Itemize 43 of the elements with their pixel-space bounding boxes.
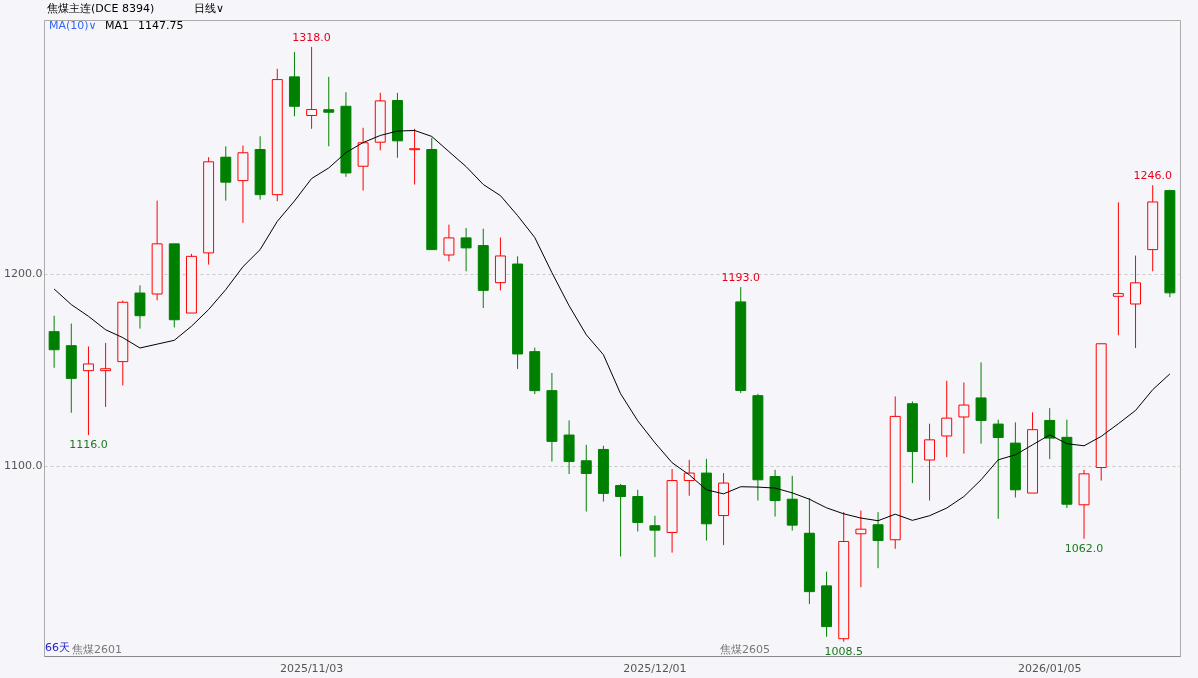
- y-tick-label: 1100.0: [4, 459, 43, 473]
- candlestick: [958, 381, 970, 455]
- candlestick: [975, 361, 987, 445]
- candlestick: [443, 224, 455, 262]
- annotation: 1318.0: [292, 30, 331, 44]
- candlestick: [580, 444, 592, 513]
- annotation: 1062.0: [1064, 541, 1104, 555]
- annotation: 1147.75: [138, 19, 184, 32]
- annotation: 1193.0: [721, 271, 760, 285]
- annotation: 1008.5: [824, 644, 863, 658]
- candlestick: [924, 423, 936, 502]
- candlestick: [941, 380, 953, 458]
- candlestick: [134, 284, 146, 330]
- candlestick: [615, 483, 627, 557]
- candlestick: [460, 227, 472, 272]
- candlestick: [100, 342, 112, 408]
- candlestick: [992, 419, 1004, 520]
- chart-title: 焦煤主连(DCE 8394): [47, 2, 155, 15]
- y-tick-label: 1200.0: [4, 267, 43, 281]
- line-series: [53, 129, 1171, 522]
- candlestick: [872, 511, 884, 569]
- x-tick-label: 2026/01/05: [1018, 661, 1082, 675]
- candlestick: [855, 510, 867, 588]
- annotation: 1116.0: [69, 438, 108, 452]
- text: 日线∨: [194, 2, 225, 15]
- annotation: 66天: [45, 641, 70, 654]
- candlestick: [409, 128, 421, 185]
- candlestick: [82, 345, 94, 436]
- x-tick-label: 2025/11/03: [279, 661, 344, 675]
- candlestick: [357, 127, 369, 192]
- annotation: MA(10)∨: [49, 19, 97, 32]
- candlestick: [323, 76, 335, 147]
- annotation: 焦煤2601: [72, 643, 122, 656]
- candlestick: [1044, 407, 1056, 460]
- text: MA1: [105, 19, 130, 32]
- candlestick: [48, 315, 60, 369]
- x-tick-label: 2025/12/01: [623, 661, 687, 675]
- candlestick: [1112, 201, 1124, 336]
- candlestick: [306, 46, 318, 130]
- annotation: 1246.0: [1133, 169, 1172, 183]
- annotation: 焦煤2605: [720, 643, 770, 656]
- candlestick: [649, 515, 661, 558]
- candlestick: [1130, 255, 1142, 349]
